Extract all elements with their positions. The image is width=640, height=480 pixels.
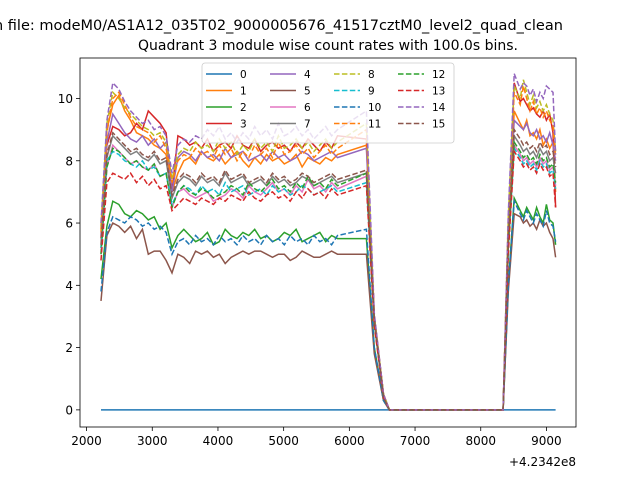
series-line-10 xyxy=(100,198,557,411)
legend-label-0: 0 xyxy=(240,69,247,81)
x-tick-label: 4000 xyxy=(203,434,234,448)
series-line-13 xyxy=(100,149,557,411)
legend-label-12: 12 xyxy=(432,69,445,81)
series-line-9 xyxy=(100,145,557,411)
y-tick-label: 2 xyxy=(65,341,73,355)
legend-label-3: 3 xyxy=(240,119,247,131)
y-tick-label: 4 xyxy=(65,279,73,293)
y-tick-label: 8 xyxy=(65,154,73,168)
y-tick-label: 6 xyxy=(65,217,73,231)
figure-suptitle: n file: modeM0/AS1A12_035T02_9000005676_… xyxy=(0,18,563,34)
x-tick-label: 2000 xyxy=(71,434,102,448)
y-tick-label: 10 xyxy=(58,92,73,106)
legend-label-15: 15 xyxy=(432,119,445,131)
x-axis-offset-label: +4.2342e8 xyxy=(509,455,576,469)
legend-label-8: 8 xyxy=(368,69,375,81)
x-tick-label: 6000 xyxy=(334,434,365,448)
legend-label-14: 14 xyxy=(432,102,446,114)
y-tick-label: 0 xyxy=(65,403,73,417)
x-tick-label: 9000 xyxy=(531,434,562,448)
legend-label-4: 4 xyxy=(304,69,311,81)
x-tick-label: 5000 xyxy=(268,434,299,448)
chart-title: Quadrant 3 module wise count rates with … xyxy=(138,38,518,54)
legend-label-9: 9 xyxy=(368,86,375,98)
series-line-2 xyxy=(100,195,557,411)
legend-label-5: 5 xyxy=(304,86,311,98)
series-line-15 xyxy=(100,127,557,411)
legend-box xyxy=(201,62,455,144)
x-tick-label: 8000 xyxy=(465,434,496,448)
legend-label-10: 10 xyxy=(368,102,381,114)
legend-label-11: 11 xyxy=(368,119,381,131)
x-tick-label: 3000 xyxy=(137,434,168,448)
legend-label-13: 13 xyxy=(432,86,445,98)
legend-label-7: 7 xyxy=(304,119,311,131)
axes-frame xyxy=(79,57,577,428)
plot-area: 2000 3000 4000 5000 6000 7000 8000 9000 0 2 4 6 8 10 0… xyxy=(58,57,577,448)
legend-label-6: 6 xyxy=(304,102,311,114)
legend-label-1: 1 xyxy=(240,86,247,98)
x-tick-label: 7000 xyxy=(400,434,431,448)
legend-label-2: 2 xyxy=(240,102,247,114)
